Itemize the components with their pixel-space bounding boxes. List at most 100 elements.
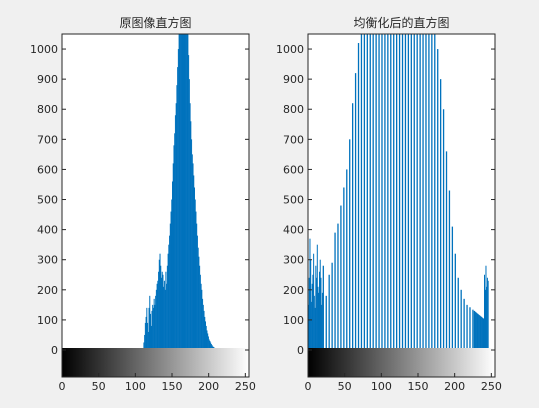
bar-230 (476, 313, 478, 350)
bar-148 (170, 211, 172, 350)
bar-204 (457, 277, 459, 350)
bar-158 (177, 49, 179, 351)
bar-186 (198, 256, 200, 350)
xtick-label-250: 250 (235, 380, 256, 393)
bar-187 (199, 265, 201, 350)
bar-166 (183, 34, 185, 350)
bar-112 (390, 34, 392, 350)
bar-168 (431, 34, 433, 350)
bar-88 (372, 34, 374, 350)
bar-139 (163, 280, 165, 350)
axes-frame (61, 33, 250, 378)
bar-113 (144, 322, 146, 350)
bar-204 (211, 345, 213, 350)
ytick-label-600: 600 (283, 163, 304, 176)
bar-6 (312, 274, 314, 350)
xtick-label-150: 150 (162, 380, 183, 393)
bar-151 (172, 163, 174, 350)
bar-188 (445, 151, 448, 350)
bar-245 (487, 280, 489, 350)
bar-175 (190, 121, 192, 350)
bar-228 (475, 312, 477, 350)
ytick-label-800: 800 (37, 103, 58, 116)
bar-137 (162, 274, 164, 350)
bar-235 (480, 316, 482, 350)
bar-229 (475, 312, 477, 350)
bar-244 (486, 277, 488, 350)
bar-165 (183, 34, 184, 350)
bar-164 (182, 34, 184, 350)
ytick-label-0: 0 (51, 344, 58, 357)
bar-118 (148, 307, 150, 350)
bar-52 (346, 169, 348, 350)
bar-176 (437, 49, 439, 351)
bar-172 (434, 34, 436, 350)
bar-233 (478, 315, 480, 350)
bar-120 (396, 34, 398, 350)
bar-150 (172, 181, 173, 350)
bar-76 (363, 34, 366, 350)
chart-title: 原图像直方图 (119, 15, 191, 30)
bar-1 (308, 277, 310, 350)
ytick-label-100: 100 (37, 314, 58, 327)
bar-203 (210, 343, 212, 350)
bar-152 (419, 34, 421, 350)
xtick-label-50: 50 (338, 380, 352, 393)
bar-100 (381, 34, 383, 350)
bar-11 (316, 277, 318, 350)
ytick-label-500: 500 (37, 194, 58, 207)
bar-121 (150, 325, 152, 350)
bar-16 (319, 259, 321, 350)
bar-170 (186, 34, 188, 350)
bar-178 (192, 163, 194, 350)
bar-117 (147, 331, 149, 350)
bar-3 (310, 259, 312, 350)
bar-240 (484, 274, 485, 350)
bar-212 (463, 298, 465, 350)
xtick-label-50: 50 (92, 380, 106, 393)
bar-10 (315, 265, 317, 350)
bar-84 (369, 34, 371, 350)
bar-192 (448, 190, 451, 350)
bar-193 (203, 310, 205, 350)
chart-title: 均衡化后的直方图 (353, 15, 449, 30)
bar-181 (194, 199, 196, 350)
bar-176 (191, 139, 193, 350)
bar-56 (349, 139, 351, 350)
xtick-label-250: 250 (481, 380, 502, 393)
bar-232 (478, 314, 480, 350)
bar-236 (481, 316, 483, 350)
bar-136 (407, 34, 410, 350)
bar-234 (479, 315, 481, 350)
bar-239 (483, 318, 485, 350)
bar-192 (202, 304, 204, 350)
left-histogram: 0 100 200 300 400 500 600 700 800 900 1000 0 50 100 15… (30, 15, 256, 393)
bar-8 (313, 295, 315, 350)
bar-153 (174, 133, 176, 350)
bar-191 (202, 298, 204, 350)
bar-144 (413, 34, 415, 350)
bar-147 (169, 223, 171, 350)
bar-142 (166, 283, 168, 350)
bar-180 (440, 79, 442, 350)
bar-171 (187, 34, 189, 350)
bar-92 (375, 34, 377, 350)
bar-172 (188, 55, 190, 350)
ytick-label-1000: 1000 (276, 43, 304, 56)
bar-156 (176, 85, 178, 350)
ytick-label-500: 500 (283, 194, 304, 207)
colorbar (308, 348, 495, 377)
bar-138 (163, 286, 165, 350)
bar-7 (313, 253, 315, 350)
bar-126 (154, 304, 156, 350)
bar-208 (460, 289, 462, 350)
ytick-label-400: 400 (37, 224, 58, 237)
bar-179 (193, 175, 195, 350)
bar-114 (145, 316, 147, 350)
bar-161 (180, 34, 182, 350)
bar-227 (474, 311, 476, 350)
bar-28 (328, 274, 330, 350)
bar-128 (155, 289, 157, 350)
bar-135 (161, 277, 162, 350)
